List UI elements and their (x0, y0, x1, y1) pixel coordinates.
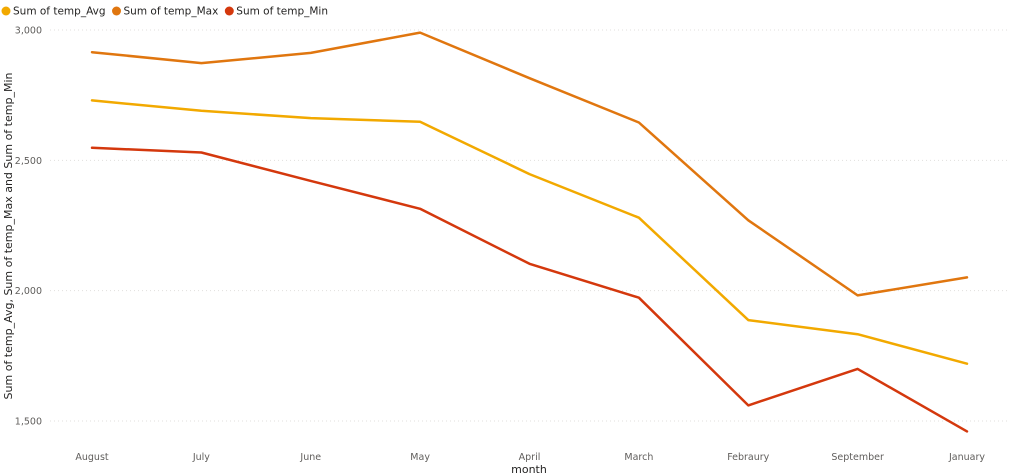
y-tick-label: 3,000 (15, 26, 42, 37)
x-axis-ticks: August July June May April March Febraury Septe… (75, 452, 985, 463)
x-tick-label: May (410, 452, 430, 463)
gridlines (50, 30, 1010, 421)
legend-label: Sum of temp_Avg (13, 6, 106, 18)
x-tick-label: July (192, 452, 210, 463)
y-tick-label: 2,000 (15, 286, 42, 297)
series-lines (92, 33, 967, 432)
x-tick-label: Febraury (727, 452, 769, 463)
series-line-sum-of-temp-avg[interactable] (92, 100, 967, 363)
x-tick-label: January (948, 452, 985, 463)
x-tick-label: September (831, 452, 884, 463)
y-axis-ticks: 1,500 2,000 2,500 3,000 (15, 26, 42, 428)
legend-marker (2, 7, 11, 16)
legend-item[interactable]: Sum of temp_Max (112, 6, 218, 18)
legend-item[interactable]: Sum of temp_Min (225, 6, 328, 18)
y-tick-label: 1,500 (15, 417, 42, 428)
legend-marker (225, 7, 234, 16)
y-tick-label: 2,500 (15, 156, 42, 167)
legend-item[interactable]: Sum of temp_Avg (2, 6, 106, 18)
legend[interactable]: Sum of temp_Avg Sum of temp_Max Sum of tem… (2, 6, 329, 18)
series-line-sum-of-temp-max[interactable] (92, 33, 967, 296)
legend-label: Sum of temp_Min (236, 6, 328, 18)
legend-marker (112, 7, 121, 16)
x-tick-label: August (75, 452, 109, 463)
legend-label: Sum of temp_Max (124, 6, 219, 18)
x-tick-label: June (299, 452, 321, 463)
x-tick-label: March (624, 452, 653, 463)
y-axis-label: Sum of temp_Avg, Sum of temp_Max and Sum… (2, 73, 15, 400)
x-tick-label: April (519, 452, 541, 463)
series-line-sum-of-temp-min[interactable] (92, 148, 967, 432)
x-axis-label: month (511, 463, 547, 475)
